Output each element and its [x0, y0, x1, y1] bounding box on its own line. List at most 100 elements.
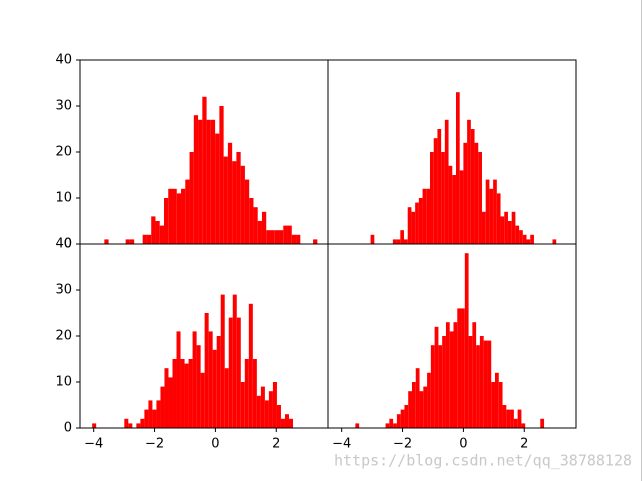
histogram-bar [136, 423, 141, 428]
histogram-bar [489, 188, 494, 244]
histogram-bar [457, 308, 462, 428]
histogram-bar [507, 221, 512, 244]
histogram-bar [176, 331, 181, 428]
histogram-bar [200, 372, 205, 428]
y-tick-label: 20 [55, 329, 72, 344]
histogram-bar [455, 92, 460, 244]
histogram-bar [280, 418, 285, 428]
histogram-bar [498, 382, 503, 428]
histogram-bar [418, 198, 423, 244]
histogram-bar [481, 211, 486, 244]
histogram-bar [232, 294, 237, 428]
histogram-bar [522, 234, 527, 244]
histogram-bar [206, 119, 211, 244]
histogram-bar [223, 156, 228, 244]
y-tick-label: 30 [55, 283, 72, 298]
histogram-bar [438, 345, 443, 428]
histogram-bar [228, 317, 233, 428]
x-tick-label: 2 [272, 437, 280, 452]
histogram-bar [459, 170, 464, 244]
histogram-bar [385, 423, 390, 428]
histogram-bar [429, 152, 434, 244]
histogram-bar [452, 175, 456, 244]
histogram-bar [463, 142, 468, 244]
histogram-bar [168, 188, 173, 244]
histogram-bar [155, 221, 160, 244]
histogram-bar [396, 414, 401, 428]
histogram-bar [125, 239, 130, 244]
histogram-bar [176, 193, 182, 244]
histogram-bar [148, 400, 153, 428]
histogram-bar [146, 234, 152, 244]
histogram-bar [476, 345, 480, 428]
y-tick-label: 20 [55, 145, 72, 160]
x-tick-label: −4 [84, 437, 103, 452]
histogram-bar [313, 239, 318, 244]
histogram-bar [444, 119, 449, 244]
histogram-bar [140, 418, 145, 428]
histogram-bar [266, 230, 271, 244]
histogram-bar [491, 382, 495, 428]
histogram-bar [208, 331, 213, 428]
histogram-bar [426, 188, 430, 244]
x-tick-label: −2 [145, 437, 164, 452]
histogram-bar [224, 368, 229, 428]
histogram-bar [124, 418, 129, 428]
histogram-bar [445, 322, 450, 428]
histogram-bar [470, 129, 475, 244]
histogram-bar [287, 225, 292, 244]
histogram-bar [472, 322, 477, 428]
histogram-bar [461, 308, 465, 428]
x-tick-label: −2 [393, 437, 412, 452]
histogram-bar [540, 418, 545, 428]
histogram-bar [442, 336, 446, 428]
histogram-bar [530, 234, 534, 244]
x-tick-label: 0 [211, 437, 219, 452]
histogram-bar [189, 152, 194, 244]
histogram-bar [511, 211, 516, 244]
histogram-bar [236, 317, 241, 428]
histogram-bar [392, 239, 397, 244]
histogram-bar [219, 106, 224, 244]
histogram-bar [168, 377, 173, 428]
histogram-bar [163, 198, 169, 244]
histogram-bar [494, 372, 499, 428]
x-tick-label: −4 [332, 437, 351, 452]
histogram-bar [128, 423, 133, 428]
y-tick-label: 0 [64, 237, 72, 252]
histogram-bar [500, 216, 505, 244]
histogram-bar [526, 239, 531, 244]
x-tick-label: 0 [459, 437, 467, 452]
histogram-bar [483, 340, 488, 428]
histogram-bar [283, 225, 288, 244]
histogram-bar [453, 322, 458, 428]
histogram-bar [216, 336, 221, 428]
histogram-bar [268, 391, 273, 428]
histogram-bar [478, 152, 482, 244]
histogram-bar [519, 230, 523, 244]
histogram-bar [400, 409, 405, 428]
histogram-bar [144, 409, 149, 428]
histogram-bar [252, 359, 257, 428]
histogram-bar [396, 239, 401, 244]
histogram-bar [448, 165, 453, 244]
histogram-bar [415, 368, 420, 428]
histogram-bar [468, 336, 473, 428]
histogram-bar [408, 391, 412, 428]
histogram-bar [274, 230, 280, 244]
histogram-bar [220, 294, 225, 428]
histogram-bar [257, 221, 262, 244]
histogram-bar [474, 142, 479, 244]
histogram-bar [212, 349, 217, 428]
histogram-bar [411, 211, 416, 244]
histogram-bar [164, 368, 169, 428]
histogram-bar [261, 211, 267, 244]
histogram-bar [389, 418, 394, 428]
histogram-bar [276, 405, 281, 428]
histogram-bar [240, 165, 245, 244]
histogram-bar [370, 234, 375, 244]
histogram-bar [152, 409, 157, 428]
histogram-bar [422, 188, 427, 244]
x-tick-label: 2 [520, 437, 528, 452]
histogram-bar [92, 423, 97, 428]
